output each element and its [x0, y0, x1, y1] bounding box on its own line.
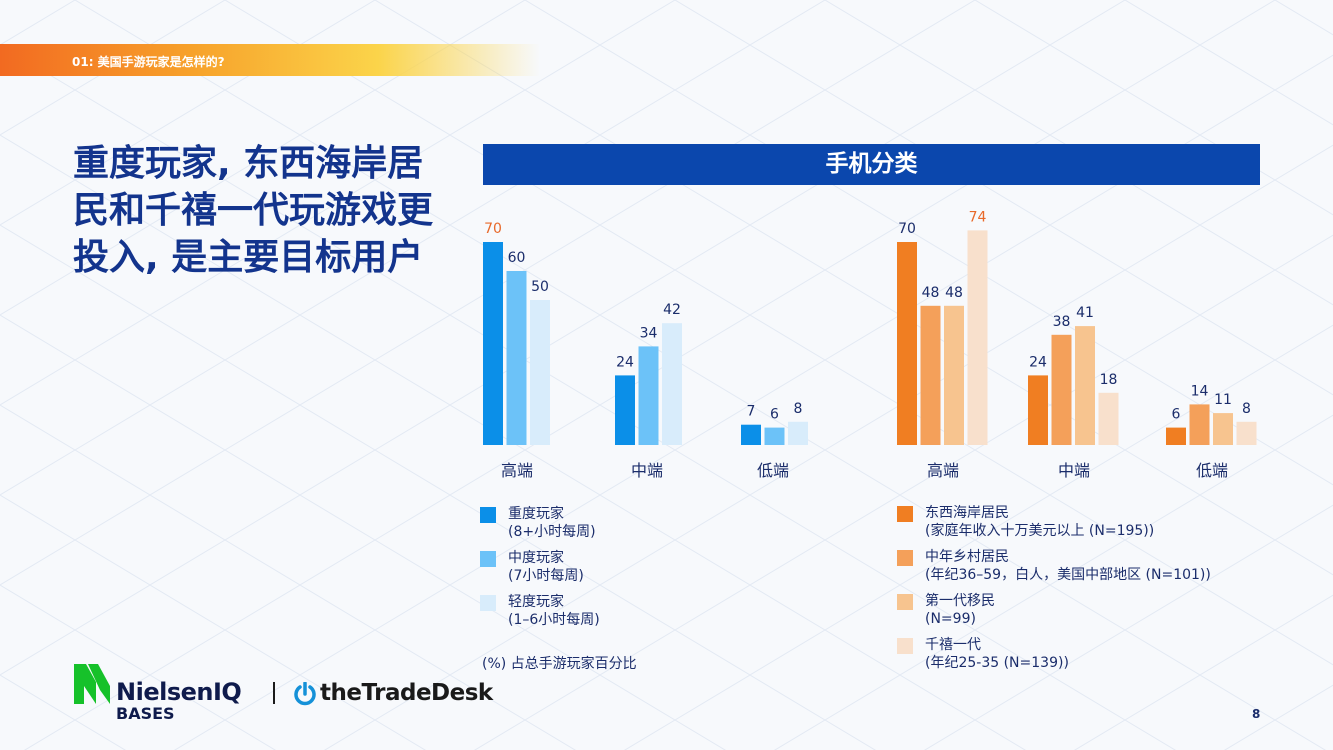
legend-subtitle: (年纪25-35 (N=139))	[925, 655, 1069, 671]
legend-title: 重度玩家	[508, 506, 564, 522]
legend-label: 第一代移民 (N=99)	[925, 592, 995, 628]
legend-label: 轻度玩家 (1–6小时每周)	[508, 593, 600, 629]
bar	[1236, 421, 1257, 445]
data-label: 7	[747, 404, 756, 420]
headline: 重度玩家, 东西海岸居民和千禧一代玩游戏更投入, 是主要目标用户	[73, 143, 434, 278]
data-label: 24	[616, 354, 634, 370]
bar	[1189, 404, 1210, 445]
legend-subtitle: (年纪36–59，白人，美国中部地区 (N=101))	[925, 567, 1211, 583]
nielseniq-logo: NielsenIQ BASES	[74, 664, 264, 724]
bar	[764, 427, 785, 445]
bar	[530, 300, 550, 445]
data-label: 48	[922, 285, 940, 301]
nielseniq-name: NielsenIQ	[116, 678, 242, 706]
data-label: 6	[1172, 407, 1181, 423]
data-label: 50	[531, 279, 549, 295]
data-label: 42	[663, 302, 681, 318]
legend-title: 第一代移民	[925, 593, 995, 609]
data-label: 74	[969, 209, 987, 225]
data-label: 14	[1191, 383, 1209, 399]
bar	[897, 242, 917, 445]
legend-title: 中度玩家	[508, 550, 564, 566]
legend-swatch	[897, 638, 913, 654]
chart-title: 手机分类	[483, 144, 1260, 185]
data-label: 70	[484, 221, 502, 237]
legend-subtitle: (N=99)	[925, 611, 976, 627]
legend-label: 千禧一代 (年纪25-35 (N=139))	[925, 636, 1069, 672]
section-tag: 01: 美国手游玩家是怎样的?	[72, 55, 225, 69]
bar	[638, 346, 659, 445]
legend-swatch	[897, 594, 913, 610]
data-label: 8	[1242, 401, 1251, 417]
nielseniq-mark-icon	[74, 664, 110, 704]
bar	[1166, 427, 1186, 445]
logo-divider	[273, 682, 275, 704]
data-label: 8	[794, 401, 803, 417]
category-label: 低端	[757, 461, 789, 480]
bar	[615, 375, 635, 445]
category-label: 低端	[1196, 461, 1228, 480]
legend-swatch	[897, 506, 913, 522]
legend-swatch	[480, 507, 496, 523]
legend-label: 中年乡村居民 (年纪36–59，白人，美国中部地区 (N=101))	[925, 548, 1211, 584]
category-label: 中端	[631, 461, 663, 480]
data-label: 48	[945, 285, 963, 301]
legend-label: 中度玩家 (7小时每周)	[508, 549, 584, 585]
data-label: 6	[770, 407, 779, 423]
bar	[967, 230, 988, 445]
legend-subtitle: (1–6小时每周)	[508, 612, 600, 628]
bar	[483, 242, 503, 445]
legend-title: 轻度玩家	[508, 594, 564, 610]
page-number: 8	[1252, 707, 1261, 721]
bar	[506, 271, 527, 445]
bar	[1051, 334, 1072, 445]
category-label: 中端	[1058, 461, 1090, 480]
legend-subtitle: (7小时每周)	[508, 568, 584, 584]
footnote: (%) 占总手游玩家百分比	[482, 656, 637, 672]
data-label: 11	[1214, 392, 1232, 408]
bar	[788, 421, 808, 445]
legend-label: 东西海岸居民 (家庭年收入十万美元以上 (N=195))	[925, 504, 1154, 540]
bar	[741, 424, 761, 445]
bar	[1075, 326, 1095, 445]
data-label: 38	[1053, 314, 1071, 330]
legend-title: 中年乡村居民	[925, 549, 1009, 565]
bar	[662, 323, 682, 445]
legend-label: 重度玩家 (8+小时每周)	[508, 505, 596, 541]
data-label: 24	[1029, 354, 1047, 370]
category-label: 高端	[927, 461, 959, 480]
bar	[944, 305, 964, 445]
tradedesk-name: theTradeDesk	[320, 680, 493, 706]
data-label: 34	[640, 325, 658, 341]
legend-swatch	[480, 551, 496, 567]
data-label: 41	[1076, 305, 1094, 321]
legend-title: 东西海岸居民	[925, 505, 1009, 521]
bar	[1098, 392, 1119, 445]
bar	[1028, 375, 1048, 445]
category-label: 高端	[501, 461, 533, 480]
nielseniq-sub: BASES	[116, 704, 175, 723]
power-icon	[294, 682, 316, 706]
data-label: 18	[1100, 372, 1118, 388]
section-tag-bar: 01: 美国手游玩家是怎样的?	[0, 44, 540, 76]
data-label: 70	[898, 221, 916, 237]
legend-subtitle: (8+小时每周)	[508, 524, 596, 540]
legend-subtitle: (家庭年收入十万美元以上 (N=195))	[925, 523, 1155, 539]
bar	[920, 305, 941, 445]
legend-title: 千禧一代	[925, 637, 981, 653]
bar	[1213, 413, 1233, 445]
legend-swatch	[897, 550, 913, 566]
legend-swatch	[480, 595, 496, 611]
data-label: 60	[508, 250, 526, 266]
